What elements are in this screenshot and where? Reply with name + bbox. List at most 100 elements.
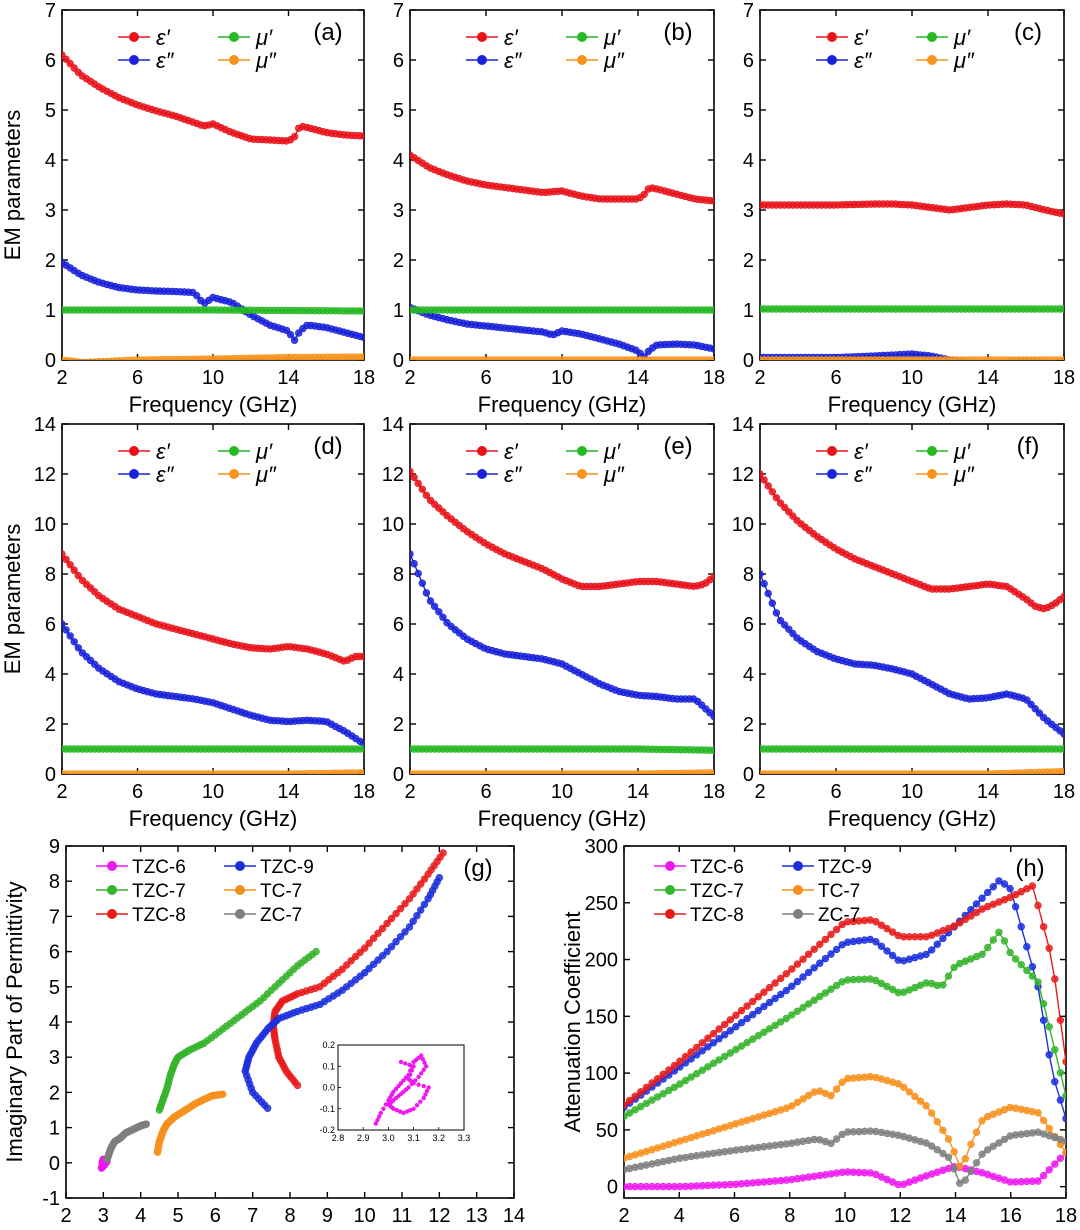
- inset-x-tick-label: 3.1: [407, 1133, 420, 1143]
- series-mu_real: [62, 306, 364, 315]
- data-point: [378, 952, 387, 960]
- y-tick-label: 0: [45, 764, 56, 786]
- inset-data-point: [381, 1106, 386, 1112]
- series-TZC-6: [97, 1155, 111, 1172]
- data-point: [760, 579, 768, 588]
- legend-marker: [477, 55, 487, 65]
- data-point: [640, 190, 648, 199]
- y-tick-label: 8: [49, 871, 60, 893]
- data-point: [972, 1128, 981, 1136]
- series-eps_real: [62, 51, 364, 145]
- series-mu_real: [410, 306, 714, 314]
- inset-data-point: [419, 1071, 424, 1076]
- legend-marker: [107, 885, 117, 895]
- data-point: [955, 919, 964, 927]
- series-ZC-7: [103, 1120, 151, 1164]
- legend-marker: [107, 861, 117, 871]
- data-point: [927, 946, 936, 954]
- data-point: [782, 1014, 790, 1023]
- data-point: [810, 964, 818, 972]
- legend-marker: [229, 32, 239, 42]
- data-point: [392, 937, 400, 946]
- data-point: [687, 1048, 695, 1056]
- legend-label: TC-7: [260, 881, 302, 902]
- y-tick-label: 12: [34, 464, 56, 486]
- data-point: [709, 1039, 718, 1047]
- legend-marker: [235, 909, 245, 919]
- data-point: [1023, 942, 1031, 951]
- data-point: [698, 1066, 706, 1074]
- data-point: [944, 1153, 953, 1162]
- y-tick-label: 5: [49, 977, 60, 999]
- data-point: [665, 1066, 673, 1074]
- data-point: [821, 954, 830, 963]
- y-tick-label: 2: [45, 250, 56, 272]
- data-point: [665, 1086, 673, 1095]
- data-point: [642, 1099, 651, 1108]
- y-tick-label: 2: [393, 250, 404, 272]
- series-line: [624, 931, 1066, 1117]
- data-point: [704, 1063, 712, 1071]
- data-point: [726, 1049, 734, 1057]
- data-point: [877, 979, 886, 988]
- inset-data-point: [407, 1062, 412, 1068]
- data-point: [772, 609, 781, 617]
- data-point: [760, 1002, 768, 1011]
- y-tick-label: 100: [585, 1063, 618, 1085]
- data-point: [1060, 745, 1064, 753]
- data-point: [804, 1000, 813, 1008]
- legend-marker: [235, 861, 245, 871]
- data-point: [771, 1021, 779, 1030]
- data-point: [748, 997, 757, 1006]
- legend-label: μ′: [953, 25, 971, 50]
- inset-data-point: [377, 1114, 382, 1119]
- data-point: [760, 470, 764, 478]
- y-tick-label: 9: [49, 836, 60, 858]
- data-point: [978, 950, 986, 958]
- inset-data-point: [373, 1121, 378, 1126]
- y-tick-label: 7: [49, 906, 60, 928]
- data-point: [1028, 972, 1037, 980]
- data-point: [710, 306, 714, 314]
- y-axis-label: EM parameters: [0, 110, 25, 260]
- data-point: [1039, 1000, 1048, 1008]
- data-point: [1051, 1160, 1059, 1168]
- panel-label: (h): [1015, 855, 1044, 882]
- data-point: [670, 1061, 679, 1070]
- data-point: [748, 1035, 757, 1043]
- data-point: [788, 1102, 796, 1110]
- data-point: [754, 1006, 762, 1015]
- data-point: [916, 1097, 925, 1105]
- data-point: [417, 906, 425, 914]
- x-tick-label: 13: [466, 1205, 488, 1227]
- data-point: [911, 1092, 919, 1101]
- data-point: [1034, 901, 1042, 910]
- y-tick-label: -1: [42, 1188, 60, 1210]
- inset-data-point: [423, 1092, 428, 1097]
- data-point: [1062, 1137, 1066, 1145]
- legend-label: μ′: [953, 439, 971, 464]
- data-point: [1062, 1148, 1066, 1157]
- y-tick-label: 250: [585, 893, 618, 915]
- data-point: [290, 132, 299, 141]
- series-eps_real: [62, 550, 364, 665]
- data-point: [816, 959, 824, 967]
- y-tick-label: 150: [585, 1006, 618, 1028]
- legend: TZC-6 TZC-9 TZC-7 TC-7 TZC-8 ZC-7: [654, 857, 872, 926]
- legend-label: ε″: [854, 462, 873, 487]
- inset-data-point: [422, 1060, 427, 1065]
- data-point: [877, 921, 886, 929]
- data-point: [347, 957, 355, 965]
- data-point: [704, 1043, 712, 1051]
- panel-label: (b): [663, 19, 692, 46]
- legend-label: μ″: [603, 462, 625, 487]
- panel-h: 24681012141618050100150200250300Frequenc…: [560, 836, 1077, 1227]
- y-tick-label: 6: [49, 942, 60, 964]
- data-point: [1000, 880, 1009, 888]
- x-tick-label: 12: [428, 1205, 450, 1227]
- data-point: [933, 940, 941, 948]
- y-tick-label: 0: [607, 1177, 618, 1199]
- data-point: [950, 922, 958, 930]
- data-point: [832, 945, 841, 954]
- inset-data-point: [398, 1109, 403, 1114]
